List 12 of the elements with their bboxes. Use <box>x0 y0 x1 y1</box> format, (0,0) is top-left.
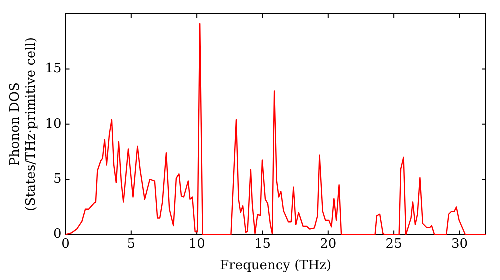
y-tick-label: 10 <box>45 116 62 132</box>
x-tick-label: 5 <box>127 236 136 252</box>
x-axis-title: Frequency (THz) <box>220 258 332 274</box>
y-axis-title: Phonon DOS (States/THz·primitive cell) <box>8 37 39 212</box>
y-tick-label: 0 <box>53 227 62 242</box>
y-tick-label: 15 <box>45 62 62 77</box>
x-tick-label: 10 <box>188 236 206 252</box>
y-tick-label: 5 <box>53 172 62 187</box>
x-tick-label: 20 <box>320 236 337 252</box>
x-tick-label: 25 <box>386 236 402 252</box>
x-tick-label: 15 <box>254 236 272 252</box>
x-tick-label: 30 <box>451 236 468 252</box>
